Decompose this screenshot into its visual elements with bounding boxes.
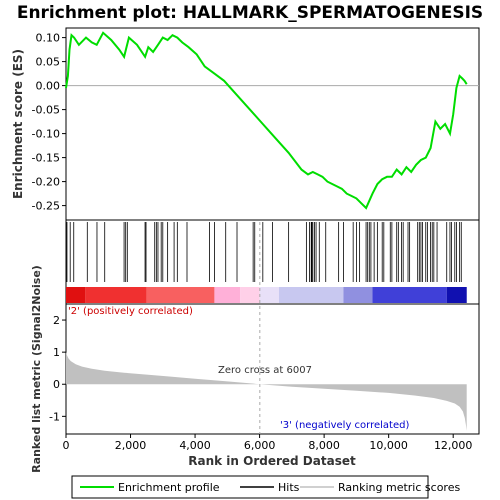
chart-title: Enrichment plot: HALLMARK_SPERMATOGENESI… [17,3,483,23]
rank-x-tick-label: 8,000 [308,439,340,452]
metric-y-tick-label: 1 [53,346,60,359]
colorbar-segment [146,287,215,303]
positive-correlation-label: '2' (positively correlated) [68,306,193,317]
es-y-axis-label: Enrichment score (ES) [11,49,25,199]
enrichment-profile-line [65,31,468,210]
es-y-tick-label: -0.15 [32,152,60,165]
colorbar-segment [343,287,373,303]
rank-x-tick-label: 10,000 [369,439,408,452]
es-y-tick-label: -0.05 [32,104,60,117]
colorbar-segment [214,287,241,303]
legend-label-hits: Hits [278,481,300,494]
rank-x-tick-label: 0 [63,439,70,452]
metric-y-tick-label: 2 [53,314,60,327]
colorbar-segment [278,287,344,303]
colorbar-segment [66,287,86,303]
legend-label-ranking-metric: Ranking metric scores [338,481,460,494]
es-y-ticks: 0.10 0.05 0.00 -0.05 -0.10 -0.15 -0.20 -0.25 [32,32,66,213]
metric-y-tick-label: 0 [53,378,60,391]
rank-x-tick-label: 6,000 [244,439,276,452]
es-y-tick-label: -0.20 [32,176,60,189]
es-panel: 0.10 0.05 0.00 -0.05 -0.10 -0.15 -0.20 -0.25 En… [11,27,480,221]
negative-correlation-label: '3' (negatively correlated) [280,420,409,431]
rank-x-axis-label: Rank in Ordered Dataset [188,454,356,468]
colorbar-segment [446,287,467,303]
colorbar-segment [240,287,260,303]
metric-y-ticks: 2 1 0 -1 [49,314,66,423]
legend: Enrichment profile Hits Ranking metric s… [71,475,460,499]
metric-panel-frame [65,303,480,435]
es-y-tick-label: 0.05 [36,56,61,69]
rank-x-tick-label: 4,000 [179,439,211,452]
hit-lines [66,222,462,282]
es-y-tick-label: -0.10 [32,128,60,141]
hits-panel [65,219,480,305]
rank-x-ticks: 0 2,000 4,000 6,000 8,000 10,000 12,000 [63,434,473,452]
rank-x-tick-label: 12,000 [434,439,473,452]
es-y-tick-label: 0.10 [36,32,61,45]
metric-y-axis-label: Ranked list metric (Signal2Noise) [30,265,43,473]
metric-y-tick-label: -1 [49,410,60,423]
ranking-metric-area [66,352,467,431]
zero-cross-label: Zero cross at 6007 [218,365,312,376]
metric-panel: 210-1 0 2,000 4,000 6,000 8,000 10,000 12,000 … [30,222,480,473]
rank-colorbar [66,287,467,303]
es-y-tick-label: -0.25 [32,200,60,213]
colorbar-segment [372,287,447,303]
colorbar-segment [259,287,279,303]
es-panel-frame [65,27,480,221]
legend-label-enrichment-profile: Enrichment profile [118,481,220,494]
colorbar-segment [85,287,147,303]
es-y-tick-label: 0.00 [36,80,61,93]
rank-x-tick-label: 2,000 [115,439,147,452]
